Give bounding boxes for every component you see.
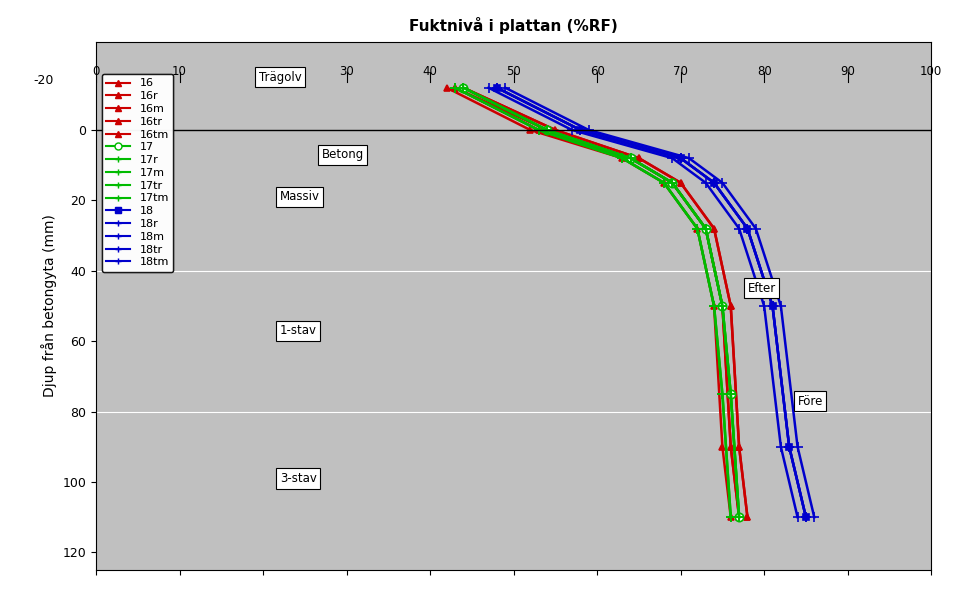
Y-axis label: Djup från betongyta (mm): Djup från betongyta (mm) (41, 215, 57, 397)
Title: Fuktnivå i plattan (%RF): Fuktnivå i plattan (%RF) (409, 17, 618, 34)
Text: Trägolv: Trägolv (259, 71, 301, 84)
Text: Före: Före (798, 395, 823, 407)
Text: 80: 80 (756, 65, 772, 78)
Text: 1-stav: 1-stav (279, 324, 317, 337)
Text: 70: 70 (673, 65, 688, 78)
Text: 3-stav: 3-stav (279, 472, 317, 485)
Text: 30: 30 (339, 65, 354, 78)
Text: 10: 10 (172, 65, 187, 78)
Text: Betong: Betong (322, 148, 364, 161)
Text: 40: 40 (422, 65, 438, 78)
Text: 60: 60 (589, 65, 605, 78)
Text: -20: -20 (34, 74, 54, 87)
Text: 50: 50 (506, 65, 521, 78)
Legend: 16, 16r, 16m, 16tr, 16tm, 17, 17r, 17m, 17tr, 17tm, 18, 18r, 18m, 18tr, 18tm: 16, 16r, 16m, 16tr, 16tm, 17, 17r, 17m, … (102, 74, 173, 272)
Text: Massiv: Massiv (279, 190, 320, 203)
Text: Efter: Efter (748, 282, 776, 295)
Text: 0: 0 (92, 65, 100, 78)
Text: 90: 90 (840, 65, 855, 78)
Text: 100: 100 (920, 65, 943, 78)
